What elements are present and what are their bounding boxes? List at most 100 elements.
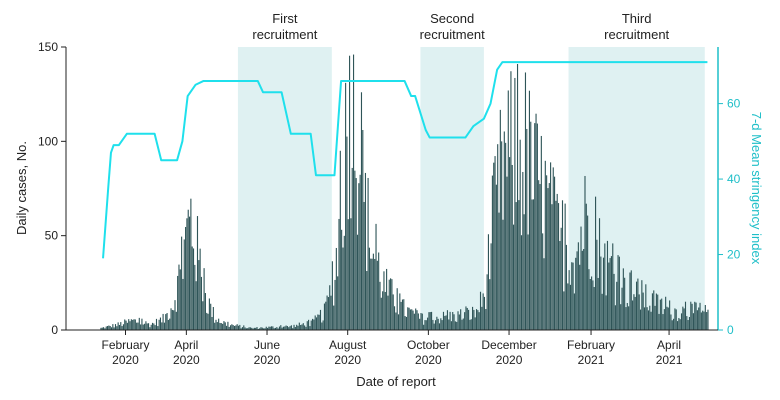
case-bar	[107, 326, 109, 330]
case-bar	[334, 279, 336, 330]
case-bar	[270, 326, 273, 330]
case-bar	[478, 312, 480, 330]
case-bar	[620, 304, 622, 330]
case-bar	[116, 326, 118, 330]
case-bar	[177, 275, 179, 330]
case-bar	[461, 319, 463, 330]
case-bar	[104, 328, 106, 330]
case-bar	[470, 319, 472, 330]
case-bar	[391, 279, 393, 330]
case-bar	[215, 319, 217, 330]
left-tick-label: 0	[51, 323, 58, 337]
x-tick-label: February	[101, 338, 149, 352]
case-bar	[178, 264, 180, 330]
case-bar	[404, 316, 406, 330]
case-bar	[532, 199, 534, 330]
case-bar	[552, 167, 554, 330]
case-bar	[407, 307, 409, 330]
case-bar	[434, 320, 437, 330]
case-bar	[192, 248, 195, 330]
case-bar	[300, 324, 302, 330]
x-tick-label: June	[254, 338, 280, 352]
case-bar	[359, 174, 361, 330]
case-bar	[380, 297, 382, 330]
x-tick-label: 2020	[415, 353, 442, 367]
case-bar	[264, 328, 266, 330]
case-bar	[121, 326, 123, 330]
x-tick-label: October	[407, 338, 450, 352]
case-bar	[605, 295, 607, 330]
case-bar	[272, 326, 274, 330]
case-bar	[216, 322, 218, 330]
case-bar	[498, 212, 500, 330]
case-bar	[388, 279, 390, 330]
case-bar	[530, 121, 532, 330]
case-bar	[692, 313, 694, 330]
case-bar	[502, 219, 504, 330]
x-tick-label: 2020	[112, 353, 139, 367]
case-bar	[194, 264, 196, 330]
case-bar	[383, 271, 385, 330]
case-bar	[186, 218, 188, 330]
case-bar	[419, 318, 421, 330]
case-bar	[546, 175, 548, 330]
case-bar	[437, 318, 439, 330]
case-bar	[274, 327, 277, 330]
case-bar	[247, 328, 249, 330]
case-bar	[276, 327, 278, 330]
case-bar	[579, 264, 581, 330]
case-bar	[526, 128, 528, 330]
case-bar	[602, 257, 605, 330]
left-tick-label: 150	[38, 40, 58, 54]
case-bar	[204, 293, 206, 330]
case-bar	[140, 324, 142, 330]
case-bar	[163, 322, 165, 330]
recruitment-label: recruitment	[252, 27, 317, 42]
case-bar	[662, 314, 664, 330]
case-bar	[399, 293, 401, 330]
case-bar	[136, 322, 138, 330]
case-bar	[223, 321, 225, 330]
case-bar	[592, 280, 594, 330]
case-bar	[169, 318, 171, 330]
case-bar	[645, 284, 647, 330]
case-bar	[663, 309, 665, 330]
case-bar	[267, 327, 269, 330]
case-bar	[675, 309, 677, 330]
case-bar	[679, 319, 681, 330]
case-bar	[285, 325, 287, 330]
case-bar	[503, 131, 505, 330]
case-bar	[643, 307, 646, 330]
case-bar	[673, 318, 675, 330]
case-bar	[153, 323, 155, 330]
case-bar	[454, 321, 456, 330]
case-bar	[349, 55, 351, 331]
case-bar	[112, 324, 114, 330]
case-bar	[280, 325, 282, 330]
case-bar	[323, 303, 326, 330]
case-bar	[518, 200, 520, 330]
case-bar	[531, 199, 533, 330]
case-bar	[473, 309, 475, 330]
case-bar	[706, 312, 708, 330]
case-bar	[445, 315, 447, 330]
case-bar	[491, 175, 493, 330]
case-bar	[309, 326, 311, 330]
case-bar	[616, 281, 618, 330]
case-bar	[265, 326, 267, 330]
case-bar	[642, 292, 644, 330]
case-bar	[621, 287, 623, 330]
case-bar	[452, 311, 454, 330]
case-bar	[637, 278, 639, 330]
recruitment-band	[237, 47, 332, 330]
case-bar	[200, 276, 203, 330]
case-bar	[329, 285, 331, 330]
case-bar	[671, 320, 673, 330]
case-bar	[351, 167, 353, 330]
case-bar	[416, 310, 418, 330]
case-bar	[440, 318, 442, 330]
case-bar	[126, 322, 128, 330]
case-bar	[191, 246, 193, 330]
case-bar	[293, 324, 295, 330]
case-bar	[548, 183, 550, 330]
